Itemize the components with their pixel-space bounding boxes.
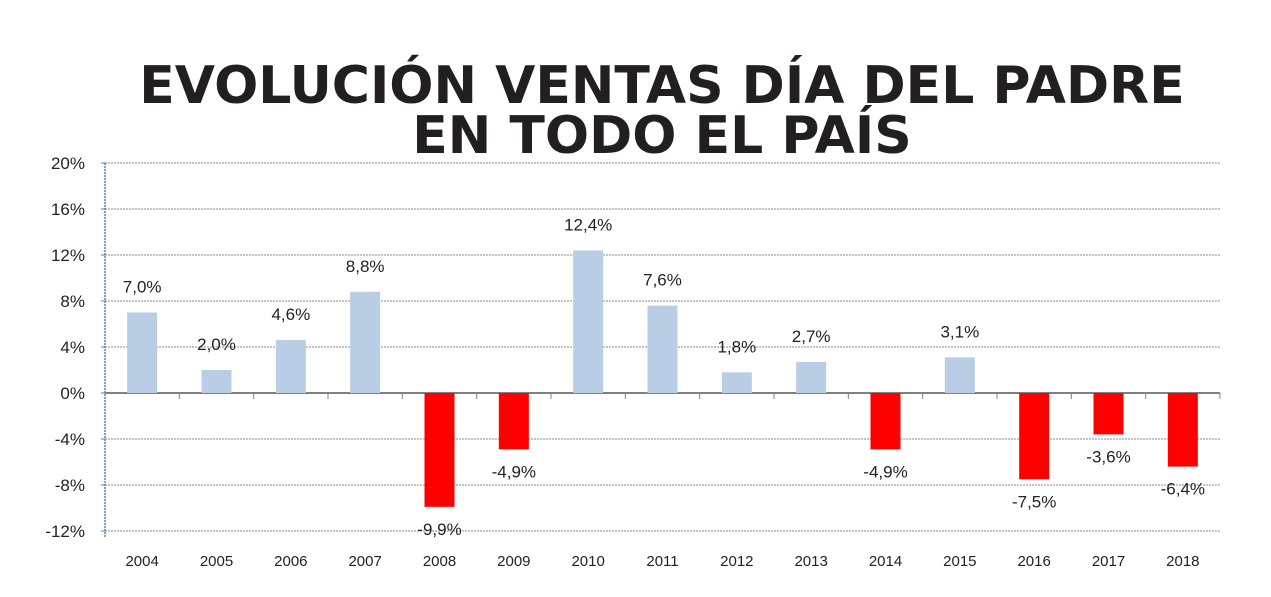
x-tick-label: 2005 bbox=[200, 553, 233, 570]
data-label: 4,6% bbox=[271, 305, 310, 324]
data-label: 7,6% bbox=[643, 271, 682, 290]
bar-2012 bbox=[721, 372, 752, 393]
data-label: -4,9% bbox=[492, 462, 536, 481]
data-label: -6,4% bbox=[1161, 480, 1205, 499]
bar-2016 bbox=[1019, 393, 1050, 480]
x-tick-label: 2009 bbox=[497, 553, 530, 570]
bar-2015 bbox=[944, 357, 975, 393]
x-tick-label: 2004 bbox=[125, 553, 158, 570]
x-tick-label: 2017 bbox=[1092, 553, 1125, 570]
x-tick-label: 2013 bbox=[794, 553, 827, 570]
y-tick-label: 12% bbox=[51, 246, 85, 265]
bar-2004 bbox=[127, 312, 158, 393]
y-tick-label: 0% bbox=[60, 384, 85, 403]
data-label: 12,4% bbox=[564, 215, 612, 234]
x-tick-label: 2016 bbox=[1017, 553, 1050, 570]
data-label: -9,9% bbox=[417, 520, 461, 539]
data-label: 7,0% bbox=[123, 278, 162, 297]
x-tick-label: 2008 bbox=[423, 553, 456, 570]
data-label: 8,8% bbox=[346, 257, 385, 276]
x-tick-label: 2006 bbox=[274, 553, 307, 570]
y-tick-label: -8% bbox=[55, 476, 85, 495]
x-tick-label: 2010 bbox=[571, 553, 604, 570]
x-tick-label: 2014 bbox=[869, 553, 902, 570]
x-tick-label: 2015 bbox=[943, 553, 976, 570]
data-label: 2,0% bbox=[197, 335, 236, 354]
bar-2006 bbox=[275, 340, 306, 393]
bar-2007 bbox=[350, 291, 381, 393]
data-label: -3,6% bbox=[1086, 447, 1130, 466]
data-label: -4,9% bbox=[863, 462, 907, 481]
y-tick-label: 8% bbox=[60, 292, 85, 311]
bar-2010 bbox=[573, 250, 604, 393]
bar-2008 bbox=[424, 393, 455, 507]
bar-2011 bbox=[647, 305, 678, 393]
y-tick-label: 20% bbox=[51, 154, 85, 173]
y-tick-label: 4% bbox=[60, 338, 85, 357]
bar-2013 bbox=[796, 361, 827, 393]
y-tick-label: -12% bbox=[45, 522, 85, 541]
bar-2009 bbox=[498, 393, 529, 450]
chart-title-line-1: EVOLUCIÓN VENTAS DÍA DEL PADRE bbox=[139, 54, 1185, 116]
x-tick-label: 2011 bbox=[646, 553, 678, 570]
x-tick-label: 2012 bbox=[720, 553, 753, 570]
data-label: 1,8% bbox=[717, 337, 756, 356]
chart-title-line-2: EN TODO EL PAÍS bbox=[412, 105, 911, 166]
data-label: 3,1% bbox=[940, 322, 979, 341]
data-label: -7,5% bbox=[1012, 492, 1056, 511]
bar-2005 bbox=[201, 370, 232, 393]
x-tick-label: 2007 bbox=[348, 553, 381, 570]
bar-2014 bbox=[870, 393, 901, 450]
y-tick-label: 16% bbox=[51, 200, 85, 219]
bar-2018 bbox=[1167, 393, 1198, 467]
y-tick-label: -4% bbox=[55, 430, 85, 449]
data-label: 2,7% bbox=[792, 327, 831, 346]
x-tick-label: 2018 bbox=[1166, 553, 1199, 570]
bar-2017 bbox=[1093, 393, 1124, 435]
